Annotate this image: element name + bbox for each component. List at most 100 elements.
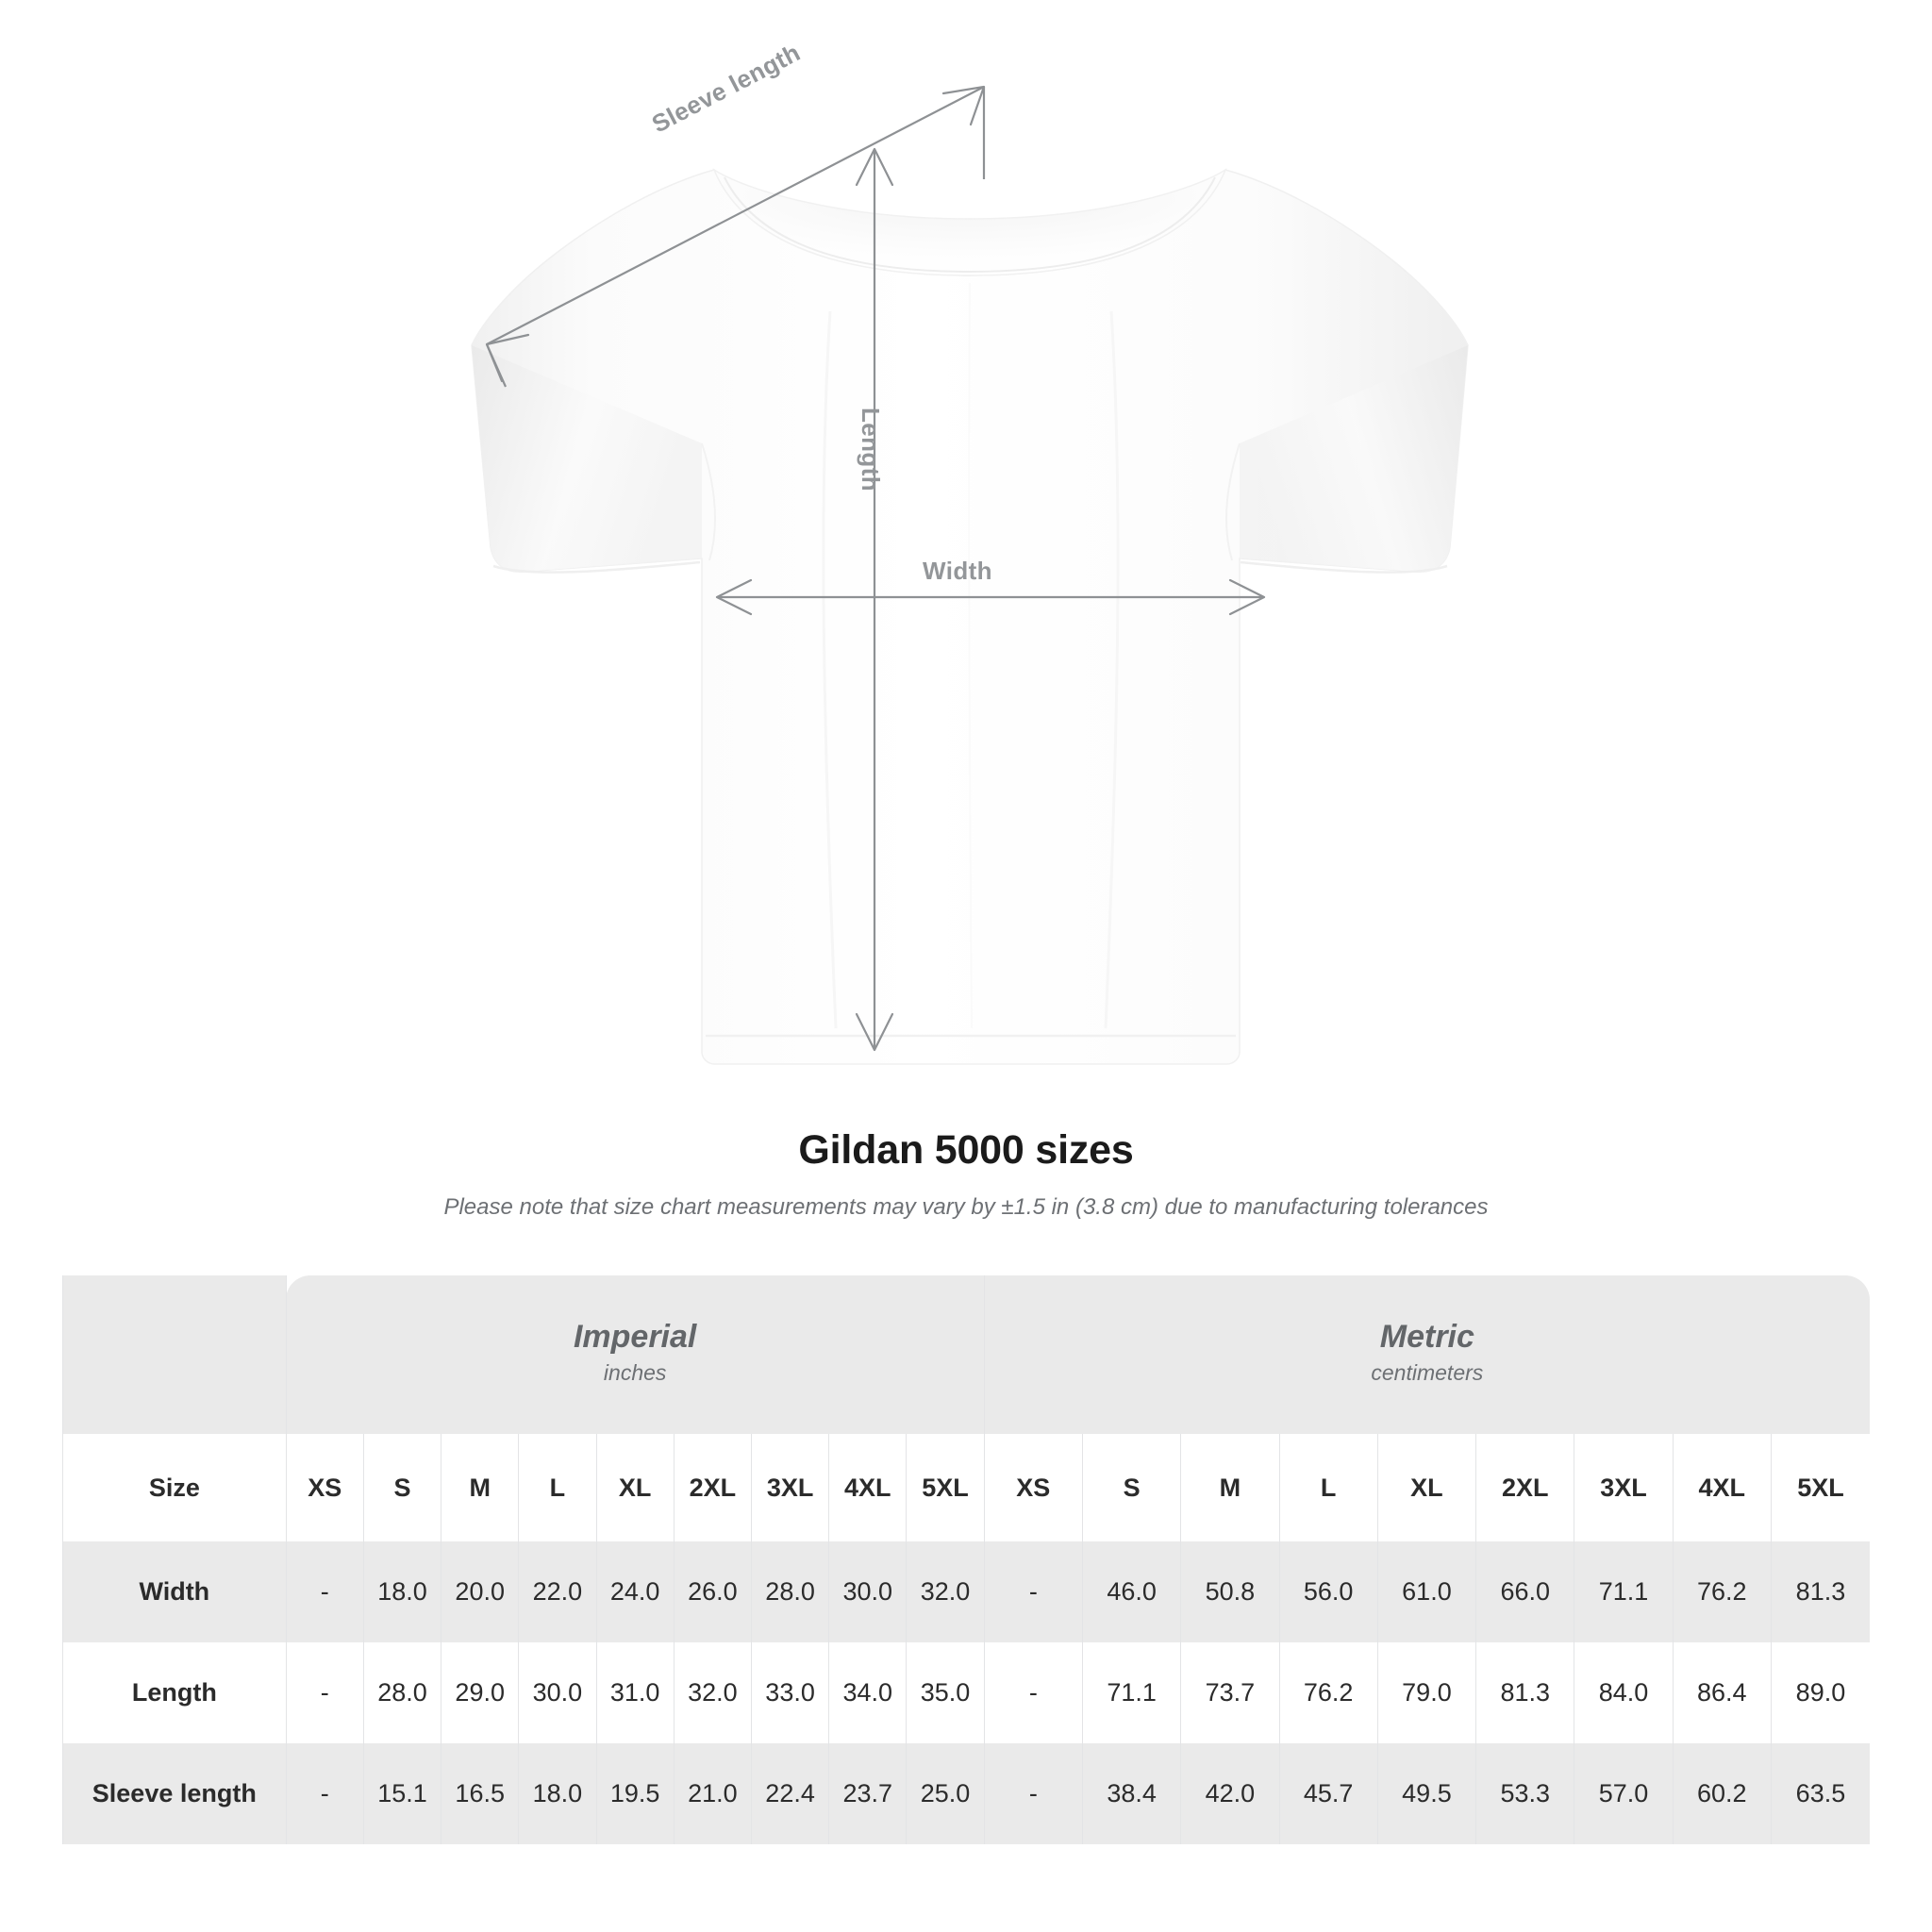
cell-imperial-s: 28.0 — [362, 1642, 441, 1743]
cell-imperial-xl: 24.0 — [595, 1541, 675, 1642]
cell-metric-5xl: 63.5 — [1770, 1743, 1870, 1844]
cell-imperial-s: 15.1 — [362, 1743, 441, 1844]
tolerance-note: Please note that size chart measurements… — [443, 1194, 1489, 1220]
cell-imperial-l: 22.0 — [518, 1541, 597, 1642]
length-dimension — [855, 147, 894, 1052]
size-header-label: Size — [62, 1434, 287, 1541]
cell-metric-2xl: 66.0 — [1475, 1541, 1574, 1642]
cell-metric-xs: - — [983, 1541, 1083, 1642]
table-row: Sleeve length -15.1 16.5 18.0 19.5 21.0 22.4 2… — [62, 1743, 1870, 1844]
cell-metric-l: 56.0 — [1278, 1541, 1378, 1642]
unit-banner-row: Imperial inches Metric centimeters — [62, 1275, 1870, 1434]
width-label: Width — [923, 557, 992, 585]
cell-imperial-l: 18.0 — [518, 1743, 597, 1844]
cell-imperial-5xl: 25.0 — [906, 1743, 985, 1844]
unit-group-imperial-sub: inches — [603, 1360, 667, 1386]
cell-imperial-4xl: 34.0 — [828, 1642, 907, 1743]
cell-imperial-3xl: 33.0 — [750, 1642, 829, 1743]
page-title: Gildan 5000 sizes — [798, 1127, 1134, 1173]
cell-imperial-5xl: 35.0 — [906, 1642, 985, 1743]
size-header-imperial-2xl: 2XL — [673, 1434, 752, 1541]
cell-metric-4xl: 76.2 — [1672, 1541, 1772, 1642]
cell-metric-s: 71.1 — [1081, 1642, 1181, 1743]
cell-imperial-xs: - — [285, 1743, 364, 1844]
cell-imperial-5xl: 32.0 — [906, 1541, 985, 1642]
cell-metric-3xl: 71.1 — [1574, 1541, 1674, 1642]
unit-group-imperial-name: Imperial — [573, 1319, 697, 1356]
cell-imperial-4xl: 30.0 — [828, 1541, 907, 1642]
chart-caption: Gildan 5000 sizes Please note that size … — [0, 1127, 1932, 1221]
size-header-imperial-3xl: 3XL — [750, 1434, 829, 1541]
unit-banner-spacer — [62, 1275, 287, 1434]
cell-metric-3xl: 57.0 — [1574, 1743, 1674, 1844]
cell-imperial-xs: - — [285, 1541, 364, 1642]
cell-imperial-2xl: 26.0 — [673, 1541, 752, 1642]
cell-imperial-2xl: 32.0 — [673, 1642, 752, 1743]
size-header-imperial-4xl: 4XL — [828, 1434, 907, 1541]
cell-metric-4xl: 86.4 — [1672, 1642, 1772, 1743]
table-row: Width -18.0 20.0 22.0 24.0 26.0 28.0 30.0 32.0-… — [62, 1541, 1870, 1642]
size-header-imperial-l: L — [518, 1434, 597, 1541]
size-header-imperial-5xl: 5XL — [906, 1434, 985, 1541]
cell-metric-m: 73.7 — [1180, 1642, 1280, 1743]
cell-metric-xs: - — [983, 1642, 1083, 1743]
cell-metric-s: 38.4 — [1081, 1743, 1181, 1844]
cell-imperial-xl: 19.5 — [595, 1743, 675, 1844]
cell-metric-3xl: 84.0 — [1574, 1642, 1674, 1743]
cell-metric-5xl: 81.3 — [1770, 1541, 1870, 1642]
cell-imperial-m: 20.0 — [441, 1541, 519, 1642]
cell-metric-l: 76.2 — [1278, 1642, 1378, 1743]
cell-imperial-2xl: 21.0 — [673, 1743, 752, 1844]
unit-group-metric-sub: centimeters — [1371, 1360, 1484, 1386]
row-label-sleeve-length: Sleeve length — [62, 1743, 287, 1844]
row-label-length: Length — [62, 1642, 287, 1743]
sleeve-length-dimension — [485, 85, 986, 388]
size-header-metric-s: S — [1081, 1434, 1181, 1541]
size-header-metric-xl: XL — [1376, 1434, 1476, 1541]
cell-imperial-xs: - — [285, 1642, 364, 1743]
size-header-row: Size XS S M L XL 2XL 3XL 4XL 5XL XS S M L XL 2XL 3XL 4XL… — [62, 1434, 1870, 1541]
cell-imperial-s: 18.0 — [362, 1541, 441, 1642]
cell-imperial-4xl: 23.7 — [828, 1743, 907, 1844]
size-header-metric-4xl: 4XL — [1672, 1434, 1772, 1541]
size-header-metric-l: L — [1278, 1434, 1378, 1541]
cell-metric-4xl: 60.2 — [1672, 1743, 1772, 1844]
cell-metric-m: 42.0 — [1180, 1743, 1280, 1844]
size-header-imperial-m: M — [441, 1434, 519, 1541]
unit-group-imperial: Imperial inches — [285, 1275, 985, 1434]
cell-metric-s: 46.0 — [1081, 1541, 1181, 1642]
size-header-imperial-s: S — [362, 1434, 441, 1541]
tshirt-body-shape — [471, 168, 1469, 1065]
unit-group-metric-name: Metric — [1379, 1319, 1474, 1356]
cell-imperial-m: 16.5 — [441, 1743, 519, 1844]
tshirt-diagram: Sleeve length Length Width — [471, 38, 1469, 1065]
cell-imperial-3xl: 22.4 — [750, 1743, 829, 1844]
cell-imperial-3xl: 28.0 — [750, 1541, 829, 1642]
table-row: Length -28.0 29.0 30.0 31.0 32.0 33.0 34.0 35.0… — [62, 1642, 1870, 1743]
cell-metric-m: 50.8 — [1180, 1541, 1280, 1642]
width-dimension — [715, 578, 1266, 616]
length-label: Length — [857, 408, 885, 492]
unit-group-metric: Metric centimeters — [983, 1275, 1870, 1434]
cell-metric-xs: - — [983, 1743, 1083, 1844]
size-header-imperial-xl: XL — [595, 1434, 675, 1541]
cell-imperial-l: 30.0 — [518, 1642, 597, 1743]
row-label-width: Width — [62, 1541, 287, 1642]
size-header-metric-5xl: 5XL — [1770, 1434, 1870, 1541]
tshirt-illustration — [471, 85, 1469, 1065]
cell-metric-xl: 49.5 — [1376, 1743, 1476, 1844]
size-header-metric-3xl: 3XL — [1574, 1434, 1674, 1541]
cell-metric-l: 45.7 — [1278, 1743, 1378, 1844]
size-header-metric-2xl: 2XL — [1475, 1434, 1574, 1541]
cell-metric-2xl: 81.3 — [1475, 1642, 1574, 1743]
size-header-metric-xs: XS — [983, 1434, 1083, 1541]
cell-metric-xl: 61.0 — [1376, 1541, 1476, 1642]
cell-imperial-xl: 31.0 — [595, 1642, 675, 1743]
cell-metric-5xl: 89.0 — [1770, 1642, 1870, 1743]
cell-imperial-m: 29.0 — [441, 1642, 519, 1743]
size-chart-table: Imperial inches Metric centimeters Size … — [62, 1275, 1870, 1844]
size-header-imperial-xs: XS — [285, 1434, 364, 1541]
cell-metric-xl: 79.0 — [1376, 1642, 1476, 1743]
size-chart-table-container: Imperial inches Metric centimeters Size … — [62, 1275, 1870, 1844]
cell-metric-2xl: 53.3 — [1475, 1743, 1574, 1844]
